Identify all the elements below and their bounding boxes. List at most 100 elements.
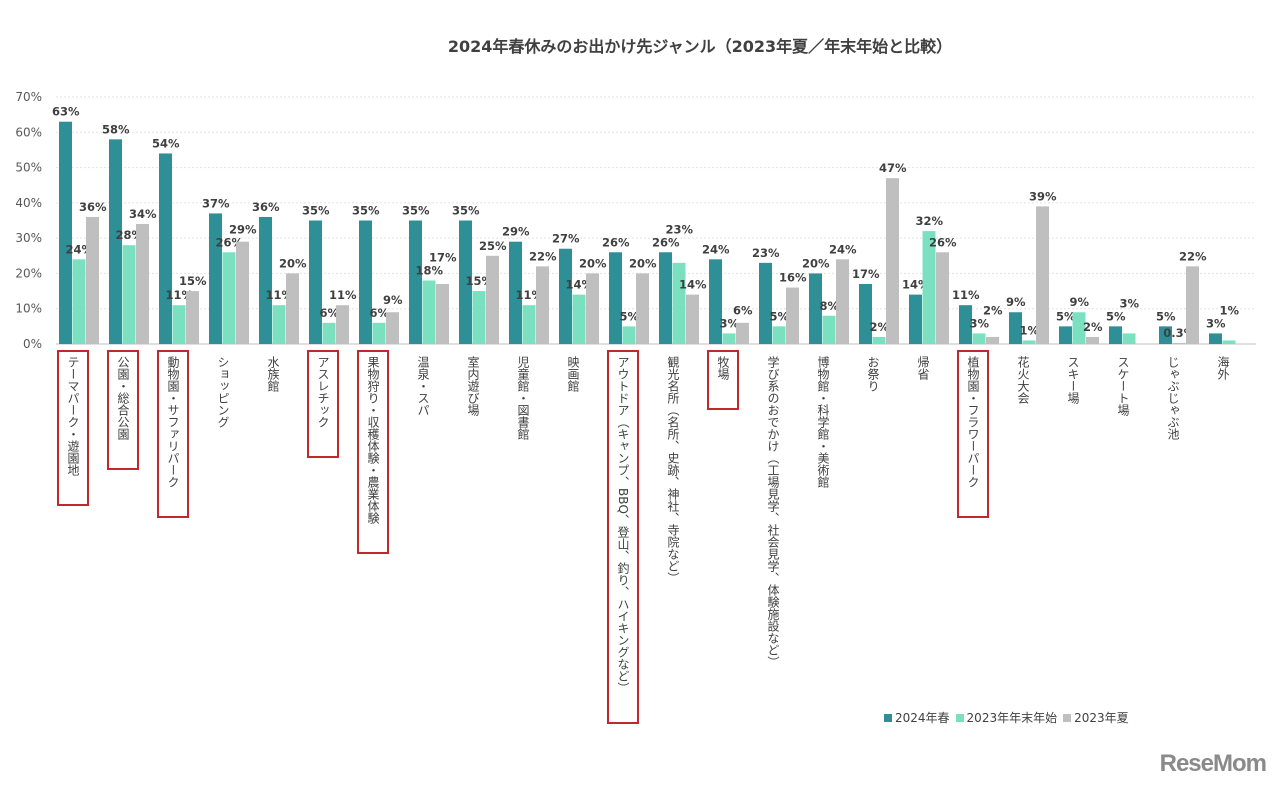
bar — [336, 305, 349, 344]
bar — [1222, 340, 1236, 344]
bar — [536, 266, 549, 344]
bar — [172, 305, 186, 344]
legend-label: 2024年春 — [895, 711, 950, 725]
data-label: 9% — [1069, 295, 1089, 309]
data-label: 11% — [952, 288, 980, 302]
data-label: 22% — [529, 249, 557, 263]
category-label: 動物園・サファリパーク — [157, 350, 189, 518]
data-label: 18% — [415, 263, 443, 277]
bar — [659, 252, 672, 344]
data-label: 2% — [1083, 320, 1103, 334]
bar — [959, 305, 972, 344]
bar — [409, 220, 422, 344]
data-label: 29% — [502, 225, 530, 239]
bar — [736, 322, 749, 344]
bar — [786, 287, 799, 344]
data-label: 3% — [1206, 316, 1226, 330]
bar — [572, 294, 586, 344]
data-label: 35% — [302, 204, 330, 218]
bar — [909, 294, 922, 344]
data-label: 5% — [1106, 309, 1126, 323]
bar — [272, 305, 286, 344]
category-label: スケート場 — [1116, 356, 1130, 416]
category-label: 室内遊び場 — [466, 356, 480, 416]
bar — [722, 333, 736, 344]
bar — [686, 294, 699, 344]
bar — [1172, 342, 1186, 344]
data-label: 2% — [983, 303, 1003, 317]
data-label: 5% — [769, 309, 789, 323]
bar — [59, 121, 72, 344]
bar — [859, 284, 872, 344]
data-label: 23% — [665, 222, 693, 236]
category-label: 海外 — [1216, 356, 1230, 380]
bar — [1059, 326, 1072, 344]
data-label: 6% — [369, 306, 389, 320]
legend-swatch — [955, 713, 964, 722]
bar — [836, 259, 849, 344]
bar — [522, 305, 536, 344]
data-label: 3% — [969, 316, 989, 330]
data-label: 32% — [915, 214, 943, 228]
bar — [559, 248, 572, 344]
category-label: 公園・総合公園 — [107, 350, 139, 470]
category-label: 映画館 — [566, 356, 580, 392]
data-label: 20% — [629, 256, 657, 270]
category-label: 温泉・スパ — [416, 356, 430, 416]
category-label: 植物園・フラワーパーク — [957, 350, 989, 518]
data-label: 3% — [719, 316, 739, 330]
data-label: 47% — [879, 161, 907, 175]
data-label: 35% — [452, 204, 480, 218]
data-label: 54% — [152, 136, 180, 150]
bar — [636, 273, 649, 344]
legend-label: 2023年夏 — [1074, 711, 1129, 725]
bar — [809, 273, 822, 344]
bar — [872, 336, 886, 344]
data-label: 1% — [1019, 323, 1039, 337]
chart-title: 2024年春休みのお出かけ先ジャンル（2023年夏／年末年始と比較） — [447, 37, 953, 56]
data-label: 26% — [602, 235, 630, 249]
data-label: 3% — [1119, 296, 1139, 310]
category-label: 花火大会 — [1016, 356, 1030, 404]
bar — [286, 273, 299, 344]
bar — [1072, 312, 1086, 344]
data-label: 36% — [79, 200, 107, 214]
bar — [709, 259, 722, 344]
y-tick-label: 70% — [15, 90, 42, 104]
category-label: アウトドア（キャンプ、BBQ、登山、釣り、ハイキングなど） — [607, 350, 639, 724]
category-label: お祭り — [866, 356, 880, 392]
data-label: 35% — [402, 204, 430, 218]
data-label: 9% — [1006, 295, 1026, 309]
bar — [422, 280, 436, 344]
data-label: 36% — [252, 200, 280, 214]
y-tick-label: 60% — [15, 125, 42, 139]
bar — [986, 336, 999, 344]
bar — [1022, 340, 1036, 344]
y-tick-label: 40% — [15, 196, 42, 210]
bar — [759, 262, 772, 344]
bar — [259, 216, 272, 344]
category-label: 児童館・図書館 — [516, 356, 530, 440]
y-tick-label: 10% — [15, 302, 42, 316]
data-label: 34% — [129, 207, 157, 221]
bar — [86, 216, 99, 344]
category-label: 果物狩り・収穫体験・農業体験 — [357, 350, 389, 554]
bar — [159, 153, 172, 344]
data-label: 8% — [819, 299, 839, 313]
data-label: 24% — [702, 242, 730, 256]
y-tick-label: 20% — [15, 266, 42, 280]
category-label: 牧場 — [707, 350, 739, 410]
bar — [1036, 206, 1049, 344]
bar — [372, 322, 386, 344]
data-label: 6% — [319, 306, 339, 320]
bar — [1159, 326, 1172, 344]
bar — [459, 220, 472, 344]
data-label: 5% — [619, 309, 639, 323]
bar — [222, 252, 236, 344]
y-tick-label: 30% — [15, 231, 42, 245]
data-label: 25% — [479, 239, 507, 253]
bar — [509, 241, 522, 344]
bar — [1109, 326, 1122, 344]
data-label: 20% — [279, 256, 307, 270]
